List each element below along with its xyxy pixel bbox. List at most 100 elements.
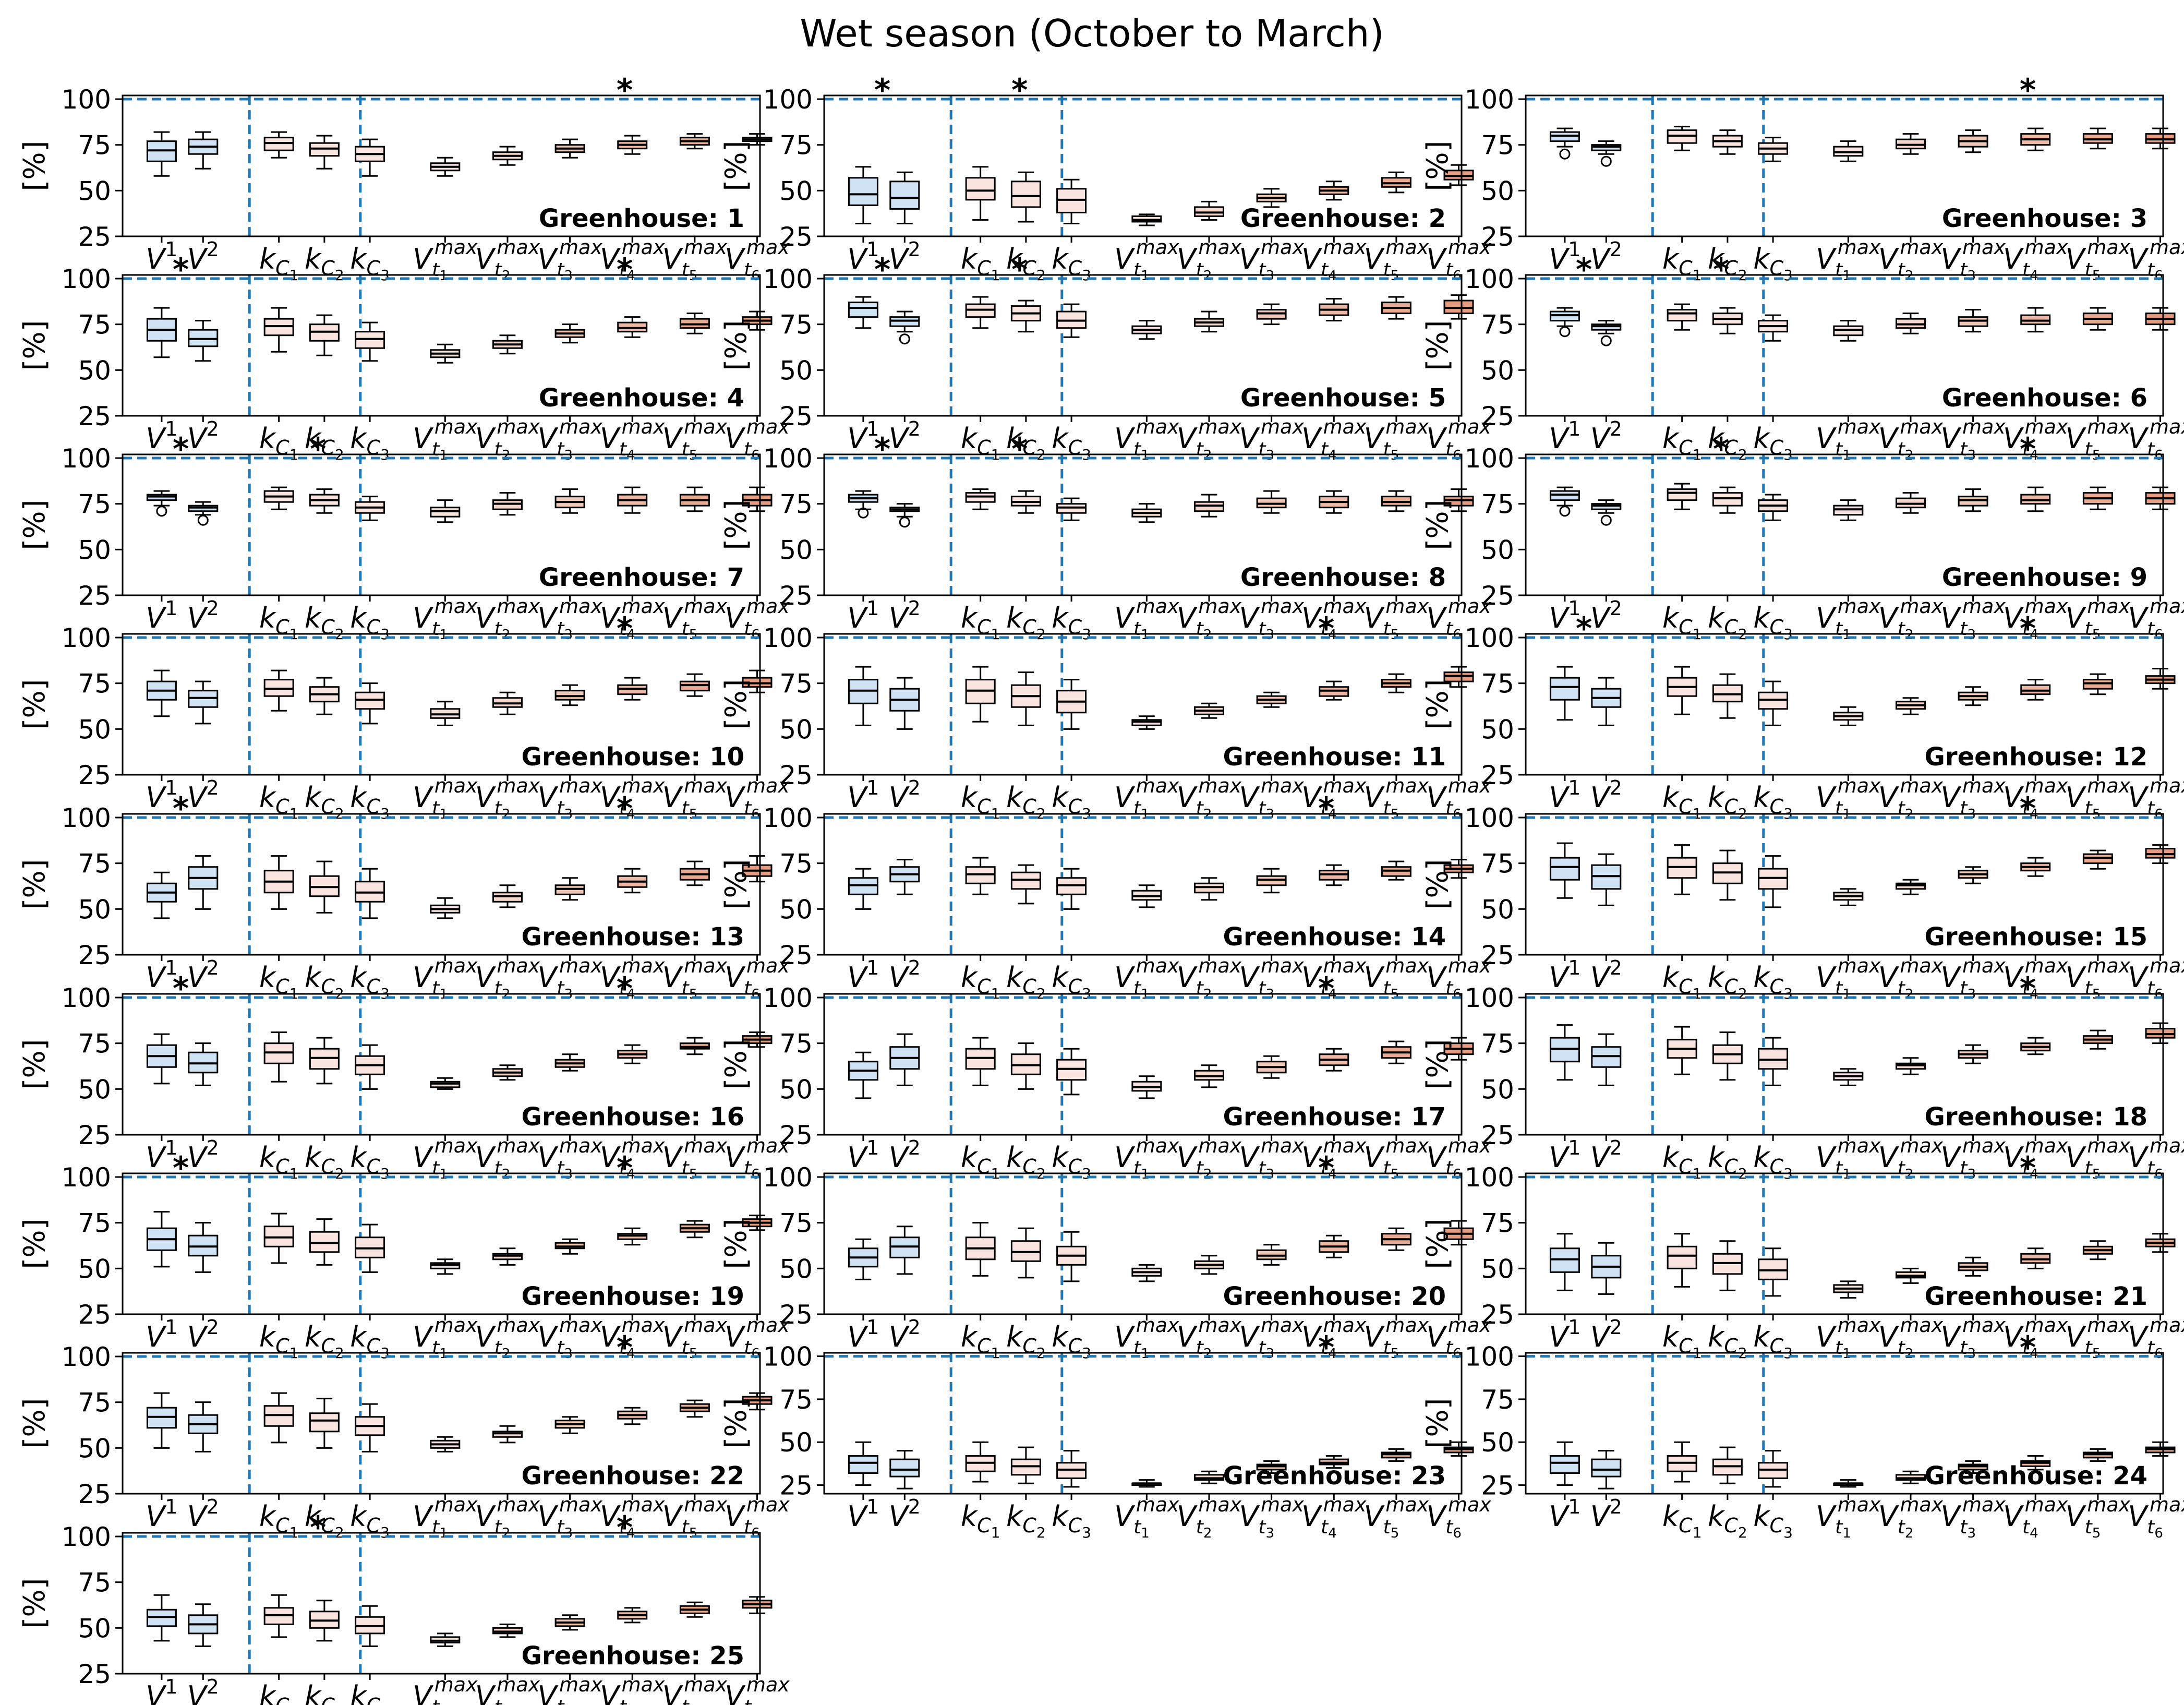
x-tick-label: Vt5max — [1364, 1493, 1429, 1541]
x-tick-label: Vt3max — [1940, 236, 2006, 284]
x-tick-label: kC1 — [961, 602, 1000, 643]
x-tick-label: Vt2max — [1177, 954, 1242, 1002]
box-plot — [554, 1416, 585, 1434]
box-plot — [309, 1600, 340, 1642]
significance-star: * — [2020, 970, 2036, 1007]
x-tick-label: kC3 — [1052, 1500, 1091, 1541]
box-plot — [1549, 486, 1580, 517]
box-plot — [1895, 879, 1926, 895]
x-tick-label: Vt1max — [413, 595, 478, 643]
box-plot — [679, 486, 710, 512]
x-tick-label: Vt4max — [1301, 415, 1367, 463]
box-plot — [1758, 494, 1789, 521]
x-tick-label: V2 — [187, 1675, 219, 1705]
x-tick-label: Vt4max — [2003, 415, 2068, 463]
box-plot — [1667, 1233, 1697, 1288]
box-plot — [188, 131, 219, 170]
box-plot — [554, 323, 585, 344]
x-tick-label: Vt3max — [1239, 1314, 1304, 1362]
y-axis-label: [%] — [1421, 500, 1455, 550]
y-tick-label: 25 — [779, 581, 813, 611]
box-plot — [1010, 1042, 1041, 1090]
box-plot — [1758, 1450, 1789, 1488]
y-tick-label: 25 — [779, 940, 813, 970]
box-plot — [1712, 673, 1743, 719]
box-plot — [2145, 668, 2176, 690]
y-tick-label: 75 — [1481, 1029, 1514, 1059]
box-plot — [848, 1441, 878, 1486]
box-plot — [1667, 844, 1697, 895]
box-plot — [430, 897, 461, 919]
box-plot — [1958, 309, 1988, 333]
x-tick-label: kC1 — [1662, 1320, 1702, 1362]
significance-star: * — [1713, 431, 1729, 467]
box-plot — [1833, 888, 1864, 906]
x-tick-label: Vt5max — [2066, 236, 2131, 284]
box-plot — [1256, 691, 1287, 708]
y-tick-label: 50 — [78, 1074, 111, 1104]
box-plot — [188, 501, 219, 526]
outlier-point — [1600, 155, 1612, 167]
x-tick-label: kC1 — [259, 422, 299, 463]
box-plot — [1056, 679, 1087, 730]
box-plot — [1712, 307, 1743, 334]
box-plot — [1193, 494, 1224, 518]
x-tick-label: Vt2max — [1177, 595, 1242, 643]
x-tick-label: kC2 — [305, 1680, 344, 1705]
y-tick-label: 25 — [779, 222, 813, 252]
x-tick-label: kC3 — [1753, 1500, 1793, 1541]
x-tick-label: kC3 — [1052, 422, 1091, 463]
panel-label: Greenhouse: 24 — [1925, 1461, 2148, 1491]
y-tick-label: 25 — [779, 760, 813, 790]
box-plot — [1193, 1470, 1224, 1484]
box-plot — [1010, 1446, 1041, 1484]
box-plot — [1758, 1037, 1789, 1086]
x-tick-label: Vt1max — [1114, 774, 1179, 822]
outlier-point — [1559, 326, 1571, 338]
y-tick-label: 25 — [779, 401, 813, 431]
box-plot — [889, 677, 920, 730]
box-plot — [965, 488, 996, 510]
panel-label: Greenhouse: 25 — [522, 1641, 745, 1671]
box-plot — [263, 1594, 294, 1638]
box-plot — [1667, 126, 1697, 151]
box-plot — [2082, 1240, 2113, 1260]
box-plot — [1833, 320, 1864, 342]
y-tick-label: 25 — [78, 1659, 111, 1689]
y-tick-label: 100 — [62, 85, 111, 115]
box-plot — [1319, 864, 1349, 886]
x-tick-label: kC1 — [961, 961, 1000, 1002]
x-tick-label: V2 — [187, 776, 219, 814]
box-plot — [1193, 877, 1224, 901]
y-axis-label: [%] — [18, 679, 52, 730]
y-tick-label: 75 — [78, 130, 111, 161]
significance-star: * — [617, 251, 633, 288]
y-tick-label: 75 — [779, 1385, 813, 1415]
box-plot — [1958, 488, 1988, 512]
y-tick-label: 50 — [779, 1074, 813, 1104]
y-tick-label: 50 — [78, 714, 111, 745]
box-plot — [1958, 129, 1988, 153]
box-plot — [492, 1247, 523, 1266]
iqr-box — [889, 181, 920, 210]
y-axis-label: [%] — [719, 1219, 753, 1269]
x-tick-label: kC1 — [1662, 243, 1702, 284]
box-plot — [1591, 1242, 1622, 1295]
significance-star: * — [874, 251, 890, 288]
x-tick-label: Vt5max — [662, 1134, 728, 1182]
box-plot — [679, 1399, 710, 1418]
x-tick-label: V1 — [146, 238, 177, 275]
y-tick-label: 100 — [1465, 623, 1514, 653]
significance-star: * — [2020, 1150, 2036, 1186]
x-tick-label: Vt2max — [1177, 1134, 1242, 1182]
y-tick-label: 25 — [78, 1300, 111, 1330]
box-plot — [2082, 486, 2113, 510]
box-plot — [146, 131, 177, 177]
box-plot — [889, 859, 920, 895]
x-tick-label: kC1 — [961, 1320, 1000, 1362]
